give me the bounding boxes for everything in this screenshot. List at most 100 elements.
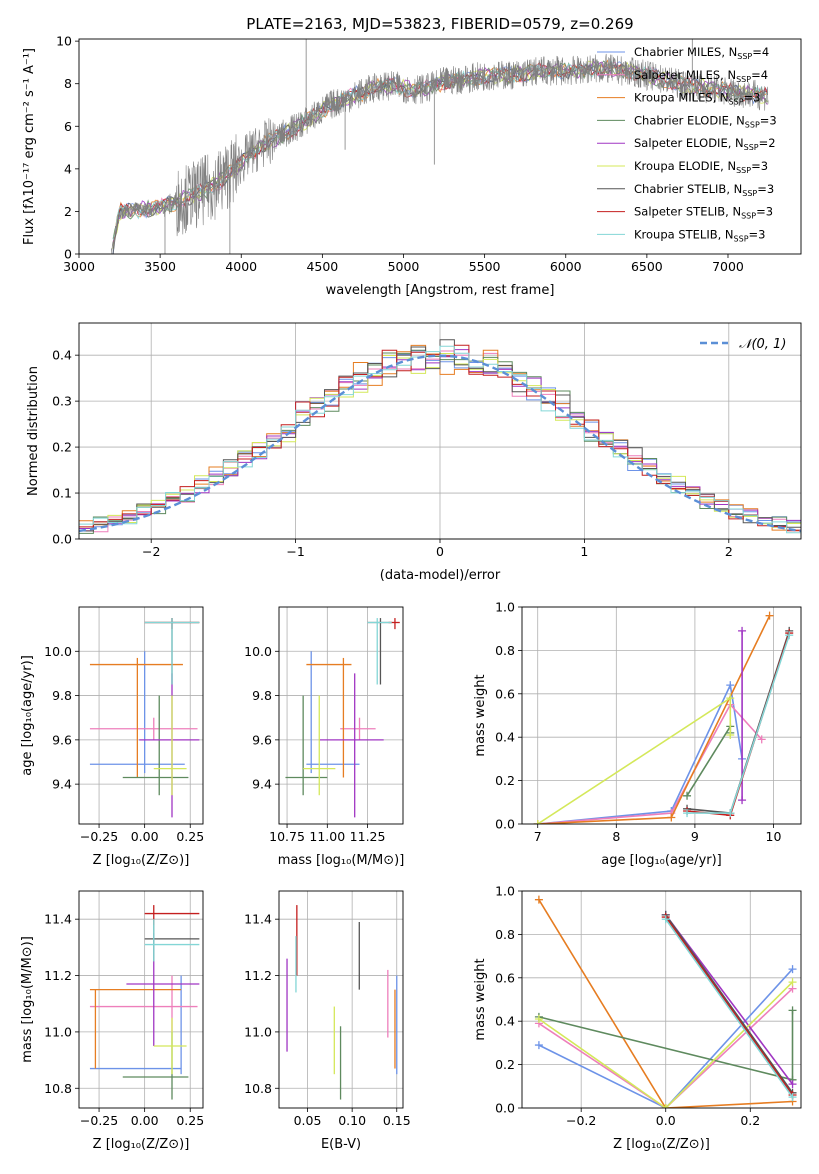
legend-label-salpeter_elodie: Salpeter ELODIE, NSSP=2: [634, 136, 776, 152]
legend-equals: =: [759, 136, 769, 150]
legend-subscript: SSP: [741, 212, 756, 221]
tick-label-x: 0.15: [383, 1113, 411, 1128]
tick-label-x: 2: [725, 544, 733, 559]
tick-label-x: 8: [612, 829, 620, 844]
tick-label-x: 4000: [225, 259, 257, 274]
mass-weight-line-chabrier_miles: [538, 968, 794, 1108]
x-axis-label: Z [log₁₀(Z/Z⊙)]: [93, 853, 190, 868]
tick-label-x: 11.00: [309, 829, 345, 844]
legend-count: 4: [762, 45, 769, 59]
panel-age_vs_mass: 10.75 11.00 11.25 9.4 9.6 9.8 10.0 mass [log₁₀(…: [244, 606, 404, 868]
y-axis-label: Normed distribution: [26, 366, 41, 496]
tick-label-x: −0.25: [80, 1113, 118, 1128]
legend-count: 4: [761, 68, 768, 82]
tick-label-y: 0.3: [52, 394, 72, 409]
legend-subscript: SSP: [729, 98, 744, 107]
tick-label-x: 9: [691, 829, 699, 844]
legend-equals: =: [744, 91, 754, 105]
plot-area-mass_vs_Z: [89, 905, 200, 1100]
tick-label-y: 9.4: [252, 777, 272, 792]
tick-label-y: 10.8: [244, 1081, 272, 1096]
tick-label-x: −0.2: [566, 1113, 596, 1128]
tick-label-x: 3000: [63, 259, 95, 274]
tick-label-x: 0.00: [131, 1113, 159, 1128]
tick-label-x: 0.00: [131, 829, 159, 844]
mass-weight-marker-kroupa_stelib: [726, 809, 735, 818]
legend-equals: =: [751, 68, 761, 82]
tick-label-x: 0.25: [176, 1113, 204, 1128]
mass-weight-marker-kroupa_stelib: [683, 809, 692, 818]
tick-label-x: 0.0: [656, 1113, 676, 1128]
tick-label-y: 9.8: [252, 688, 272, 703]
legend-subscript: SSP: [742, 189, 757, 198]
mass-weight-marker-chabrier_miles: [534, 1041, 543, 1050]
tick-label-x: 11.25: [350, 829, 386, 844]
tick-label-x: 10: [766, 829, 782, 844]
tick-label-y: 11.2: [244, 968, 272, 983]
legend-equals: =: [749, 227, 759, 241]
tick-label-x: 7000: [712, 259, 744, 274]
axes-frame: [521, 890, 802, 1109]
tick-label-x: 0.05: [294, 1113, 322, 1128]
legend-count: 3: [766, 205, 773, 219]
mass-weight-marker-kroupa_miles: [534, 895, 543, 904]
mass-weight-marker-salpeter_elodie: [738, 796, 747, 805]
axes-frame: [521, 606, 802, 825]
tick-label-y: 6: [64, 119, 72, 134]
x-axis-label: E(B-V): [321, 1137, 361, 1152]
panel-mass_vs_Z: −0.25 0.00 0.25 10.8 11.0 11.2 11.4 Z [log₁₀(Z/…: [20, 890, 204, 1152]
tick-label-y: 9.8: [52, 688, 72, 703]
y-axis-label: mass [log₁₀(M/M⊙)]: [20, 936, 35, 1063]
tick-label-y: 1.0: [495, 600, 515, 615]
x-axis-label: age [log₁₀(age/yr)]: [601, 853, 722, 868]
legend-text: Chabrier MILES, N: [634, 45, 737, 59]
mass-weight-marker-kroupa_miles: [667, 813, 676, 822]
x-axis-label: wavelength [Angstrom, rest frame]: [326, 283, 555, 298]
y-axis-label: mass weight: [473, 958, 488, 1040]
tick-label-y: 0.4: [495, 730, 515, 745]
tick-label-x: 5000: [388, 259, 420, 274]
tick-label-y: 4: [64, 161, 72, 176]
legend-text: Chabrier STELIB, N: [634, 182, 742, 196]
panel-residuals: −2 −1 0 1 2 0.0 0.1 0.2 0.3 0.4 (data-model)/error…: [26, 322, 802, 583]
panel-age_vs_Z: −0.25 0.00 0.25 9.4 9.6 9.8 10.0 Z [log₁₀(Z/Z⊙)…: [20, 606, 204, 868]
tick-label-x: 6500: [631, 259, 663, 274]
plot-area-massweight_vs_Z: [534, 895, 797, 1108]
mass-weight-marker-kroupa_elodie: [788, 978, 797, 987]
legend-count: 3: [769, 113, 776, 127]
mass-weight-marker-kroupa_elodie: [661, 1104, 670, 1108]
tick-label-y: 11.0: [44, 1024, 72, 1039]
tick-label-x: 6000: [550, 259, 582, 274]
mass-weight-line-salpeter_stelib: [665, 916, 794, 1096]
legend-subscript: SSP: [737, 52, 752, 61]
plot-area-spectrum: [111, 39, 769, 254]
legend-equals: =: [752, 45, 762, 59]
plot-area-residuals: [79, 339, 801, 539]
tick-label-y: 0.6: [495, 970, 515, 985]
tick-label-y: 11.4: [44, 912, 72, 927]
tick-label-x: 4500: [306, 259, 338, 274]
legend-text: Chabrier ELODIE, N: [634, 113, 745, 127]
mass-weight-marker-chabrier_elodie: [683, 791, 692, 800]
mass-weight-marker-salpeter_elodie: [788, 1080, 797, 1089]
model-spectrum-kroupa_stelib: [112, 60, 768, 240]
legend-text: Salpeter STELIB, N: [634, 205, 741, 219]
tick-label-y: 0.2: [495, 1057, 515, 1072]
x-axis-label: Z [log₁₀(Z/Z⊙)]: [613, 1137, 710, 1152]
mass-weight-line-salpeter_miles: [537, 703, 763, 824]
figure-title: PLATE=2163, MJD=53823, FIBERID=0579, z=0…: [246, 15, 633, 33]
mass-weight-marker-kroupa_miles: [765, 611, 774, 620]
mass-weight-marker-kroupa_stelib: [788, 1093, 797, 1102]
tick-label-y: 1.0: [495, 884, 515, 899]
tick-label-x: −1: [286, 544, 304, 559]
tick-label-x: 0.2: [740, 1113, 760, 1128]
tick-label-x: 10.75: [269, 829, 305, 844]
tick-label-y: 0.0: [495, 817, 515, 832]
mass-weight-marker-chabrier_elodie: [788, 1006, 797, 1015]
panel-massweight_vs_Z: −0.2 0.0 0.2 0.0 0.2 0.4 0.6 0.8 1.0 Z [log₁₀(Z/Z…: [473, 884, 802, 1152]
observed-spectrum: [111, 53, 769, 254]
tick-label-y: 0.0: [52, 532, 72, 547]
tick-label-y: 0: [64, 247, 72, 262]
